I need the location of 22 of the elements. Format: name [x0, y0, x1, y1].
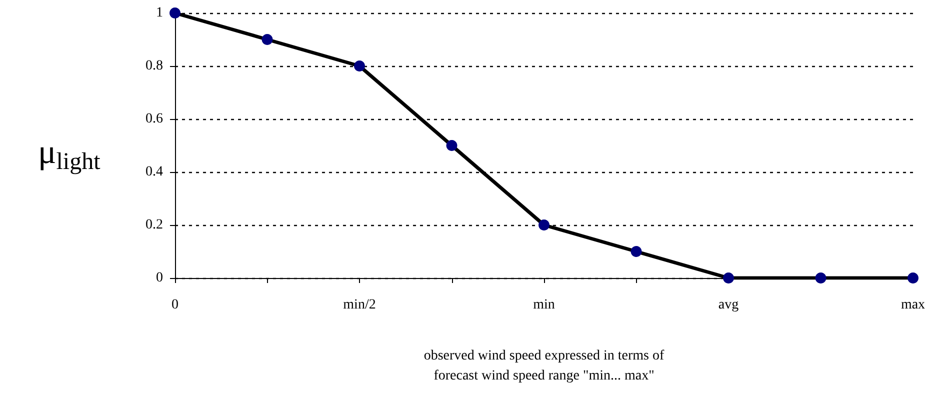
y-tick-label: 0.4 [146, 164, 163, 180]
point [630, 246, 642, 257]
y-tick-label: 1 [156, 6, 163, 20]
point [262, 34, 273, 45]
point [446, 140, 458, 151]
x-tick-label: min/2 [343, 298, 376, 312]
y-tick-label: 0 [156, 270, 163, 286]
y-tick-label: 0.6 [146, 112, 163, 126]
point [908, 272, 918, 284]
y-tick-label: 0.8 [146, 58, 163, 74]
x-tick-label: avg [718, 298, 739, 312]
y-axis-title: μ$_{light}$ [38, 134, 100, 175]
point [723, 272, 734, 284]
y-tick-label: 0.2 [146, 218, 163, 232]
point [170, 8, 180, 18]
x-tick-label: 0 [172, 298, 178, 312]
point [354, 60, 365, 72]
x-tick-label: max [900, 298, 926, 312]
point [815, 272, 826, 284]
x-axis-title: observed wind speed expressed in terms of forecast wind speed range "min... max" [424, 348, 664, 384]
x-tick-label: min [533, 298, 555, 312]
point [538, 220, 550, 230]
